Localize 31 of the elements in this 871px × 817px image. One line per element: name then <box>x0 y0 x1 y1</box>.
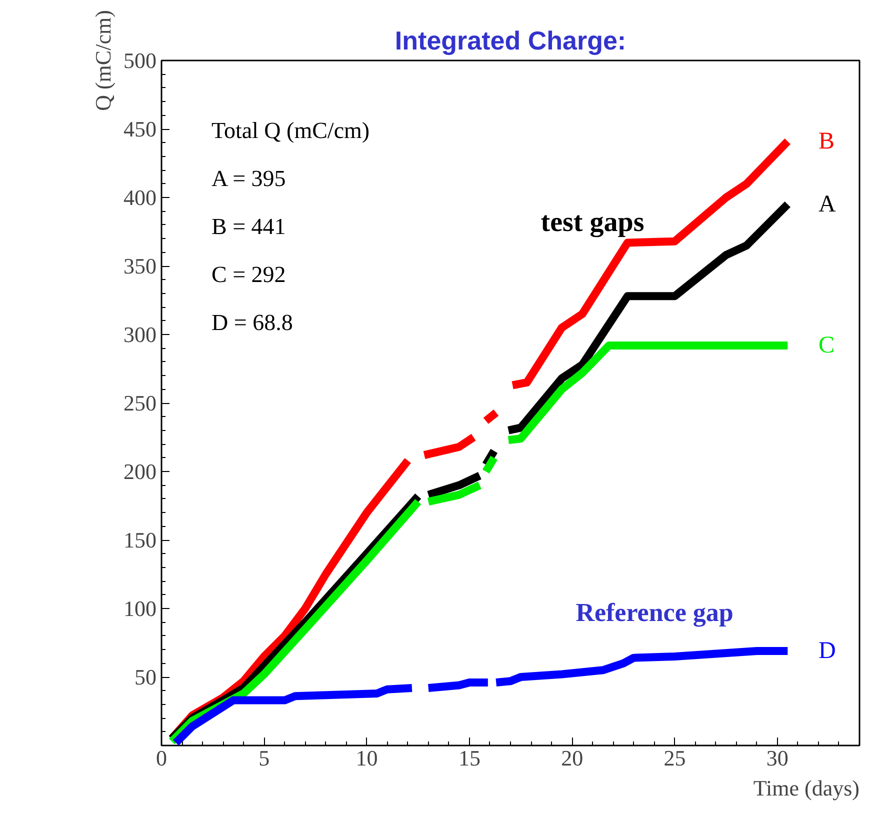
x-tick-label: 10 <box>356 746 378 770</box>
x-tick-label: 15 <box>458 746 480 770</box>
y-tick-label: 250 <box>124 390 156 416</box>
series-label: B <box>818 128 834 154</box>
annotation: test gaps <box>540 207 644 238</box>
y-tick-label: 100 <box>124 596 156 621</box>
x-tick-label: 5 <box>258 746 270 770</box>
annotation: A = 395 <box>212 166 286 191</box>
x-tick-label: 25 <box>664 746 686 770</box>
y-axis-title: Q (mC/cm) <box>90 10 116 111</box>
y-tick-label: 150 <box>124 528 156 552</box>
annotation: B = 441 <box>212 214 286 239</box>
chart-title: Integrated Charge: <box>394 26 626 56</box>
series-label: C <box>818 332 834 358</box>
y-tick-label: 450 <box>124 116 156 142</box>
y-tick-label: 300 <box>124 322 156 347</box>
series-label: A <box>818 191 836 218</box>
y-tick-label: 400 <box>124 185 156 210</box>
series-label: D <box>818 638 836 664</box>
annotation: Total Q (mC/cm) <box>212 118 370 143</box>
x-axis-title: Time (days) <box>753 776 860 800</box>
x-tick-label: 30 <box>766 746 788 770</box>
annotation: C = 292 <box>212 262 286 287</box>
y-tick-label: 200 <box>124 459 156 484</box>
annotation: Reference gap <box>576 598 734 627</box>
x-tick-label: 20 <box>561 746 584 770</box>
annotation: D = 68.8 <box>212 310 293 335</box>
y-tick-label: 350 <box>124 254 156 278</box>
x-tick-label: 0 <box>156 746 167 770</box>
y-tick-label: 500 <box>124 48 156 73</box>
y-tick-label: 50 <box>134 664 156 690</box>
